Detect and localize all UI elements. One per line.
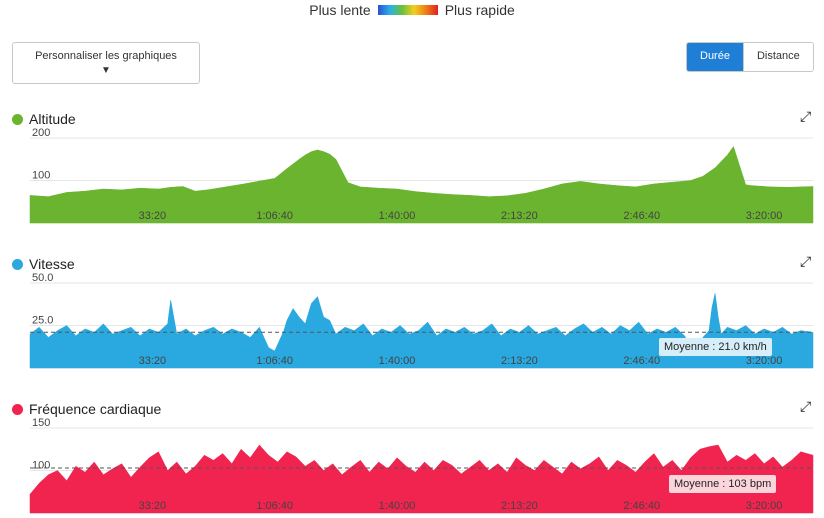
heart-rate-title-text: Fréquence cardiaque	[29, 401, 162, 417]
x-tick-label: 1:40:00	[379, 210, 416, 222]
x-tick-label: 2:46:40	[623, 210, 660, 222]
x-tick-label: 2:46:40	[623, 500, 660, 512]
x-tick-label: 1:06:40	[256, 500, 293, 512]
x-tick-label: 33:20	[139, 210, 167, 222]
speed-title-text: Vitesse	[29, 256, 75, 272]
toggle-duration-button[interactable]: Durée	[687, 43, 743, 71]
x-tick-label: 1:06:40	[256, 355, 293, 367]
toggle-distance-button[interactable]: Distance	[742, 43, 813, 71]
x-tick-label: 3:20:00	[746, 210, 783, 222]
speed-chart: 0.025.050.033:201:06:401:40:002:13:202:4…	[29, 273, 814, 369]
x-tick-label: 1:40:00	[379, 355, 416, 367]
heart-rate-chart: 5010015033:201:06:401:40:002:13:202:46:4…	[29, 418, 814, 514]
y-tick-label: 150	[32, 418, 50, 429]
speed-legend-slow: Plus lente	[309, 2, 371, 18]
series-area	[29, 145, 814, 224]
x-tick-label: 33:20	[139, 355, 167, 367]
x-tick-label: 2:46:40	[623, 355, 660, 367]
x-tick-label: 1:40:00	[379, 500, 416, 512]
altitude-title-text: Altitude	[29, 111, 76, 127]
y-tick-label: 50.0	[32, 273, 53, 284]
expand-icon[interactable]: ⤢	[800, 399, 812, 415]
x-tick-label: 33:20	[139, 500, 167, 512]
altitude-legend-dot	[12, 113, 23, 125]
chevron-down-icon: ▼	[101, 65, 111, 76]
series-area	[29, 444, 814, 514]
x-tick-label: 2:13:20	[501, 355, 538, 367]
expand-icon[interactable]: ⤢	[800, 109, 812, 125]
altitude-chart-title: Altitude	[12, 111, 76, 127]
x-axis-toggle: Durée Distance	[686, 42, 814, 72]
x-tick-label: 2:13:20	[501, 500, 538, 512]
speed-legend-fast: Plus rapide	[444, 2, 515, 18]
x-tick-label: 3:20:00	[746, 355, 783, 367]
speed-legend-dot	[12, 258, 23, 270]
customize-charts-button[interactable]: Personnaliser les graphiques ▼	[12, 42, 200, 84]
expand-icon[interactable]: ⤢	[800, 254, 812, 270]
y-tick-label: 100	[32, 170, 50, 182]
heart-rate-average-label: Moyenne : 103 bpm	[669, 475, 777, 493]
speed-gradient-bar	[377, 5, 438, 15]
x-tick-label: 3:20:00	[746, 500, 783, 512]
series-area	[29, 293, 814, 369]
customize-charts-label: Personnaliser les graphiques	[35, 50, 177, 62]
heart-rate-chart-title: Fréquence cardiaque	[12, 401, 161, 417]
y-tick-label: 200	[32, 128, 50, 139]
heart-rate-legend-dot	[12, 403, 23, 415]
speed-color-legend: Plus lente Plus rapide	[0, 0, 824, 20]
speed-chart-title: Vitesse	[12, 256, 75, 272]
altitude-chart: 010020033:201:06:401:40:002:13:202:46:40…	[29, 128, 814, 224]
x-tick-label: 1:06:40	[256, 210, 293, 222]
y-tick-label: 25.0	[32, 315, 53, 327]
speed-average-label: Moyenne : 21.0 km/h	[659, 338, 772, 356]
y-tick-label: 100	[32, 460, 50, 472]
x-tick-label: 2:13:20	[501, 210, 538, 222]
